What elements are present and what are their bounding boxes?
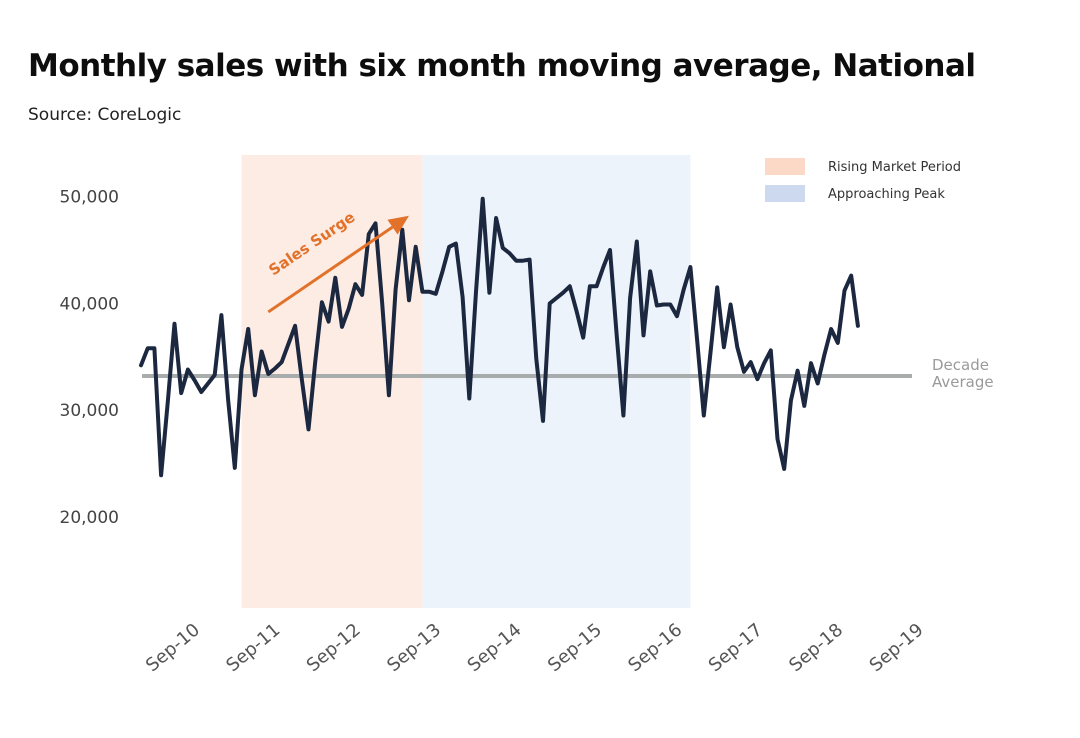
decade-average-label-line2: Average [932, 373, 994, 391]
chart-title: Monthly sales with six month moving aver… [28, 48, 976, 84]
x-tick-label: Sep-10 [142, 619, 204, 676]
legend-label: Approaching Peak [828, 187, 945, 202]
x-tick-label: Sep-17 [705, 619, 767, 676]
sales-surge-arrowhead [387, 215, 409, 235]
sales-surge-arrow-shaft [267, 225, 394, 314]
decade-average-label-line1: Decade [932, 356, 989, 374]
x-axis-ticks: Sep-10 Sep-11 Sep-12 Sep-13 Sep-14 Sep-15 Sep-… [142, 619, 928, 676]
legend-label: Rising Market Period [828, 160, 961, 175]
y-tick-label: 20,000 [60, 508, 119, 528]
bands-layer [241, 155, 691, 608]
x-tick-label: Sep-19 [866, 619, 928, 676]
legend-swatch-approaching-peak [765, 185, 805, 202]
series-layer [139, 196, 860, 478]
x-tick-label: Sep-12 [303, 619, 365, 676]
y-tick-label: 30,000 [60, 401, 119, 421]
x-tick-label: Sep-14 [464, 619, 526, 676]
y-tick-label: 40,000 [60, 294, 119, 314]
x-tick-label: Sep-15 [544, 619, 606, 676]
x-tick-label: Sep-13 [383, 619, 445, 676]
y-tick-label: 50,000 [60, 188, 119, 208]
chart-subtitle: Source: CoreLogic [28, 105, 182, 125]
legend-swatch-rising-market [765, 158, 805, 175]
legend: Rising Market Period Approaching Peak [765, 158, 961, 202]
series-line-monthly-sales [139, 196, 860, 478]
x-tick-label: Sep-18 [785, 619, 847, 676]
band-rising-market [241, 155, 423, 608]
y-axis-ticks: 20,000 30,000 40,000 50,000 [60, 188, 119, 528]
band-approaching-peak [422, 155, 691, 608]
x-tick-label: Sep-11 [222, 619, 284, 676]
x-tick-label: Sep-16 [624, 619, 686, 676]
